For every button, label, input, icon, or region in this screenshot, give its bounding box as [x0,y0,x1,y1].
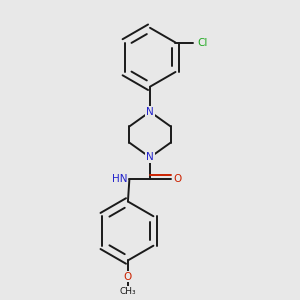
Text: Cl: Cl [197,38,208,47]
Text: O: O [173,174,181,184]
Text: N: N [146,152,154,162]
Text: HN: HN [112,174,127,184]
Text: O: O [124,272,132,282]
Text: CH₃: CH₃ [120,287,136,296]
Text: N: N [146,107,154,117]
